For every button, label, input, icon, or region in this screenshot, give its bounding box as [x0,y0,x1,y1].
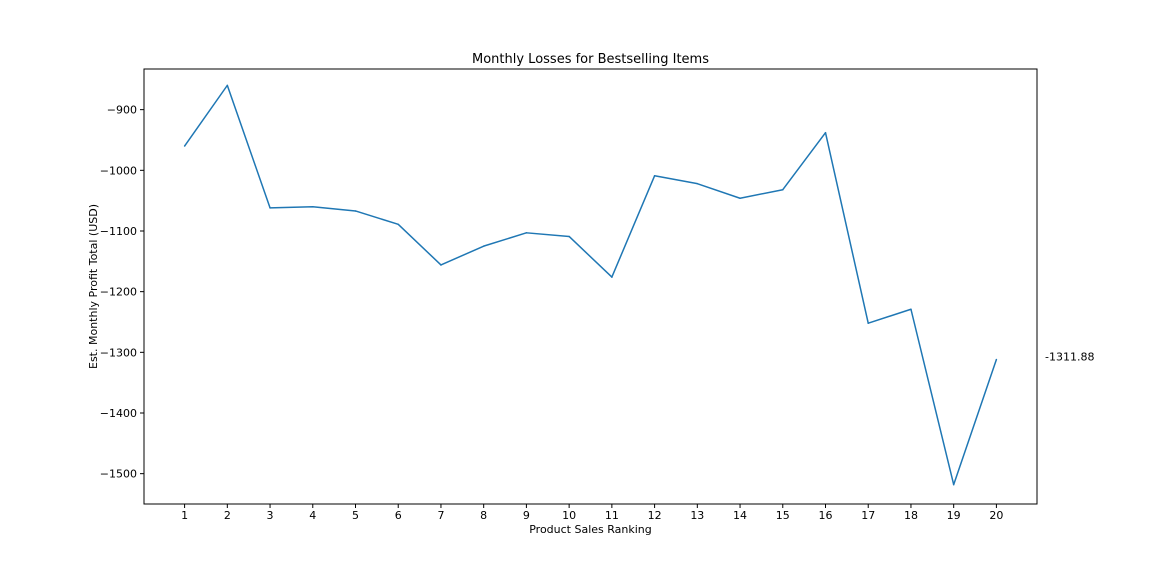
x-tick-label: 18 [904,509,918,522]
x-tick-label: 11 [605,509,619,522]
x-tick-label: 15 [776,509,790,522]
x-tick-label: 12 [648,509,662,522]
x-tick-label: 1 [181,509,188,522]
data-point [653,175,656,177]
data-point [995,358,998,361]
y-tick-label: −900 [107,104,137,117]
x-axis: 1 2 3 4 5 6 7 8 9 10 11 12 13 14 15 16 17 18 19 20 [181,504,1003,522]
x-tick-label: 9 [523,509,530,522]
y-axis-title: Est. Monthly Profit Total (USD) [87,204,100,369]
data-point [910,308,912,311]
x-tick-label: 2 [224,509,231,522]
y-axis: −1500 −1400 −1300 −1200 −1100 −1000 −900 [100,104,144,481]
data-point [354,210,357,212]
data-point [440,264,442,266]
x-tick-label: 17 [861,509,875,522]
x-tick-label: 5 [352,509,359,522]
x-tick-label: 13 [690,509,704,522]
data-point [952,483,955,486]
data-point [397,223,399,226]
data-point [226,84,229,87]
plot-area [183,84,998,486]
plot-frame [143,68,1038,505]
data-point [525,232,528,234]
data-point [611,276,613,278]
x-axis-title: Product Sales Ranking [529,523,652,536]
x-tick-label: 8 [480,509,487,522]
y-tick-label: −1100 [100,225,137,238]
data-point [867,322,869,324]
data-point [739,197,741,199]
annotations: -1311.88 [1045,351,1094,364]
x-tick-label: 3 [267,509,274,522]
x-tick-label: 20 [989,509,1003,522]
data-point [269,207,271,209]
x-tick-label: 7 [437,509,444,522]
data-point [312,205,314,208]
y-tick-label: −1500 [100,468,137,481]
x-tick-label: 19 [947,509,961,522]
data-point [183,145,186,147]
data-point [696,182,699,185]
x-tick-label: 14 [733,509,747,522]
series-line [183,84,998,486]
x-tick-label: 4 [309,509,316,522]
y-tick-label: −1400 [100,407,137,420]
data-point [568,235,570,238]
x-tick-label: 16 [819,509,833,522]
data-point [824,131,827,134]
data-point [782,188,784,191]
chart-title: Monthly Losses for Bestselling Items [472,52,709,67]
y-tick-label: −1200 [100,286,137,299]
x-tick-label: 6 [395,509,402,522]
data-point [482,245,485,247]
data-label: -1311.88 [1045,351,1094,364]
y-tick-label: −1000 [100,164,137,177]
x-tick-label: 10 [562,509,576,522]
y-tick-label: −1300 [100,346,137,359]
